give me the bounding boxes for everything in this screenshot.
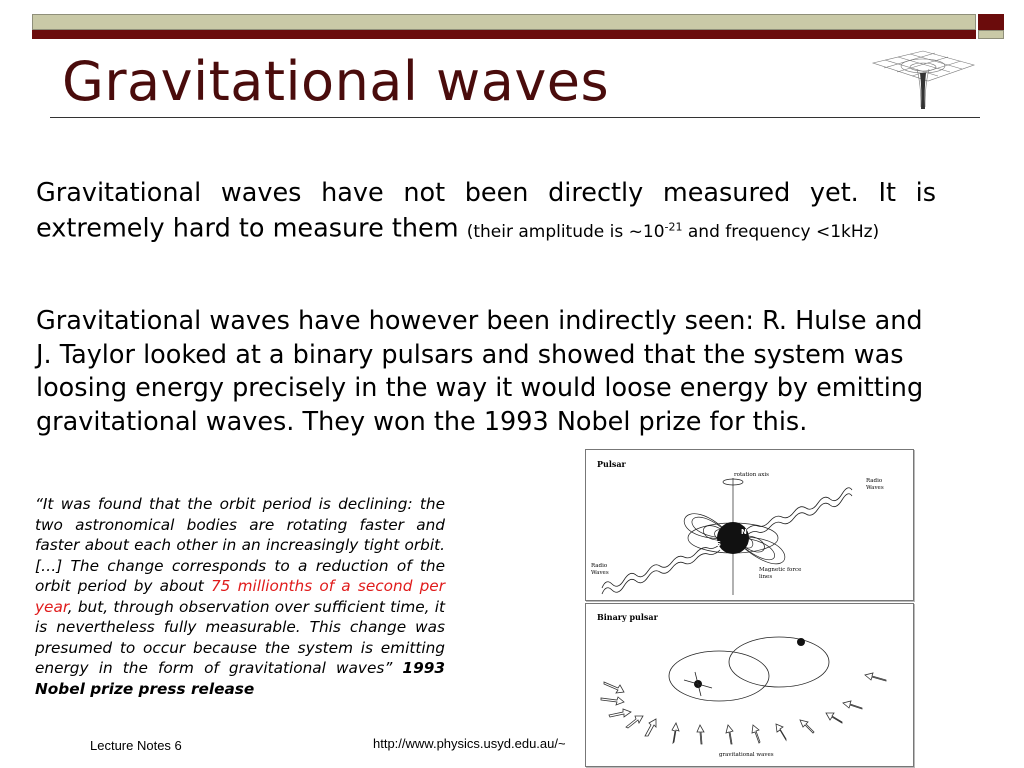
binary-orbits <box>668 636 830 702</box>
paragraph1-main: Gravitational waves have not been direct… <box>36 178 936 244</box>
radio-waves-label-top-2: Waves <box>866 485 884 491</box>
gravitational-wave-arrows <box>600 672 887 745</box>
header-band-dark <box>32 30 976 39</box>
rotation-axis-label: rotation axis <box>734 472 769 478</box>
magnetic-field-label-2: lines <box>759 574 772 580</box>
pulsar-figure-title: Pulsar <box>597 459 627 469</box>
quote-part1: “It was found that the orbit period is d… <box>35 495 445 595</box>
radio-beam-waves <box>601 487 853 595</box>
binary-figure-title: Binary pulsar <box>597 612 659 622</box>
pulsar-beams <box>683 671 713 697</box>
neutron-star <box>717 522 749 554</box>
aside-amplitude: (their amplitude is ~10 <box>466 221 665 242</box>
spacetime-funnel-icon <box>871 50 976 109</box>
title-underline <box>50 117 980 118</box>
binary-pulsar-figure: Binary pulsar gravitational waves <box>585 603 914 767</box>
nobel-quote: “It was found that the orbit period is d… <box>35 494 445 699</box>
paragraph-direct-measurement: Gravitational waves have not been direct… <box>36 176 936 249</box>
companion-star <box>797 638 805 646</box>
header-corner-light <box>978 30 1004 39</box>
magnetic-field-label-1: Magnetic force <box>759 567 801 573</box>
gravitational-waves-caption: gravitational waves <box>719 752 774 758</box>
north-pole-label: N <box>741 528 747 536</box>
quote-source: 1993 Nobel prize press release <box>35 659 445 698</box>
pulsar-figure: Pulsar rotation axis Radio Waves Radio W… <box>585 449 914 601</box>
radio-waves-label-bottom-2: Waves <box>591 570 609 576</box>
header-corner-dark <box>978 14 1004 30</box>
paragraph-indirect-evidence: Gravitational waves have however been in… <box>36 306 924 437</box>
footer-url-link[interactable]: http://www.physics.usyd.edu.au/~ <box>373 736 566 751</box>
quote-part2: , but, through observation over sufficie… <box>35 597 445 678</box>
south-pole-label: S <box>716 540 721 548</box>
footer-lecture-notes: Lecture Notes 6 <box>90 738 182 753</box>
paragraph1-aside: (their amplitude is ~10-21 and frequency… <box>466 220 880 242</box>
aside-frequency: and frequency <1kHz) <box>682 221 880 242</box>
slide-title: Gravitational waves <box>62 50 610 113</box>
header-band-light <box>32 14 976 30</box>
radio-waves-label-bottom-1: Radio <box>591 563 608 569</box>
amplitude-exponent: -21 <box>664 220 683 233</box>
quote-highlight: 75 millionths of a second per year <box>35 577 446 616</box>
radio-waves-label-top-1: Radio <box>866 478 883 484</box>
